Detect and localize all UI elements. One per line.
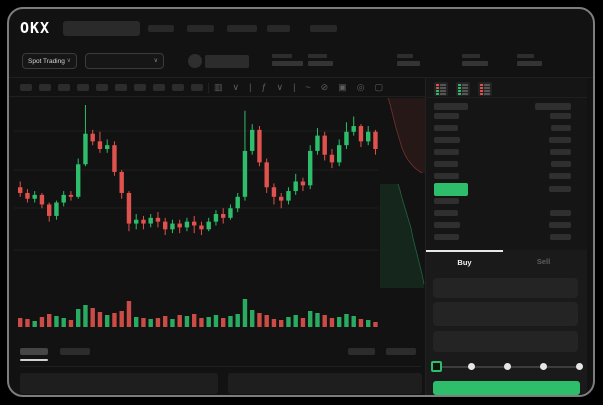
settings-icon[interactable]: ◎ (356, 82, 365, 92)
stat-label (397, 54, 413, 58)
timeframe-button[interactable] (115, 84, 127, 91)
ask-row-amount[interactable] (551, 161, 571, 167)
slider-handle[interactable] (430, 361, 442, 372)
ask-row-price[interactable] (434, 173, 459, 179)
last-price-amount (549, 186, 571, 192)
nav-item[interactable] (187, 25, 214, 32)
bid-row-amount[interactable] (550, 234, 571, 240)
stat-value (308, 61, 333, 66)
slider-stop[interactable] (504, 363, 511, 370)
orders-action-button[interactable] (386, 348, 416, 355)
ask-row-price[interactable] (434, 161, 458, 167)
chart-tools: ▥ ∨ | ƒ ∨ | ~ ⊘ ▣ ◎ ▢ (214, 80, 383, 94)
book-view-combined-icon[interactable] (434, 82, 448, 96)
trade-form: Buy Sell (426, 250, 587, 395)
ask-row-amount[interactable] (550, 149, 571, 155)
bid-row-amount[interactable] (550, 210, 571, 216)
ask-row-price[interactable] (434, 113, 459, 119)
timeframe-button[interactable] (153, 84, 165, 91)
timeframe-button[interactable] (96, 84, 108, 91)
last-price-badge[interactable] (434, 183, 468, 196)
stat-label (272, 54, 292, 58)
slider-stop[interactable] (468, 363, 476, 370)
orderbook-panel: Buy Sell (426, 78, 587, 395)
orders-action-button[interactable] (348, 348, 375, 355)
candlestick-chart[interactable] (14, 98, 378, 292)
bid-row-price[interactable] (434, 198, 459, 204)
stat-label (462, 54, 480, 58)
tab-buy[interactable]: Buy (426, 250, 503, 272)
book-view-bids-icon[interactable] (456, 82, 470, 96)
chevron-down-icon[interactable]: ∨ (232, 82, 240, 92)
nav-item[interactable] (227, 25, 257, 32)
pair-name-placeholder (205, 55, 249, 68)
ask-row-amount[interactable] (550, 113, 571, 119)
bid-row-amount[interactable] (549, 222, 571, 228)
stat-value (272, 61, 303, 66)
timeframe-button[interactable] (77, 84, 89, 91)
candle-interval-icon[interactable]: ▥ (214, 82, 223, 92)
trade-input-field[interactable] (433, 278, 578, 298)
nav-item[interactable] (148, 25, 174, 32)
trade-input-field[interactable] (433, 331, 578, 352)
market-type-selector[interactable]: Spot Trading ∨ (22, 53, 77, 69)
okx-logo: OKX (20, 19, 51, 37)
pair-selector-dropdown[interactable]: ∨ (85, 53, 164, 69)
ask-row-price[interactable] (434, 125, 458, 131)
camera-icon[interactable]: ▣ (338, 82, 347, 92)
timeframe-button[interactable] (39, 84, 51, 91)
orders-tab[interactable] (60, 348, 90, 355)
timeframe-button[interactable] (20, 84, 32, 91)
ask-row-amount[interactable] (549, 173, 571, 179)
line-tool-icon[interactable]: ~ (305, 82, 311, 92)
orders-panel-left (20, 373, 218, 394)
orderbook-header-price (434, 103, 468, 110)
trade-input-field[interactable] (433, 302, 578, 326)
market-type-label: Spot Trading (28, 57, 65, 65)
app-window: OKX Spot Trading ∨ ∨ ▥ ∨ | ƒ ∨ | ~ ⊘ ▣ ◎ ▢ (7, 7, 595, 397)
search-input[interactable] (63, 21, 140, 36)
ask-row-amount[interactable] (551, 125, 571, 131)
bid-row-price[interactable] (434, 222, 460, 228)
fullscreen-icon[interactable]: ▢ (374, 82, 384, 92)
separator: | (293, 82, 296, 92)
indicators-icon[interactable]: ƒ (261, 82, 267, 92)
depth-chart (380, 98, 432, 288)
coin-avatar (188, 54, 202, 68)
volume-chart (18, 299, 378, 327)
chevron-down-icon[interactable]: ∨ (276, 82, 284, 92)
ask-row-price[interactable] (434, 137, 460, 143)
stat-label (517, 54, 534, 58)
timeframe-button[interactable] (134, 84, 146, 91)
stat-label (308, 54, 327, 58)
orderbook-header-amount (535, 103, 571, 110)
slider-stop[interactable] (575, 363, 583, 370)
stat-value (397, 61, 420, 66)
orders-panel-right (228, 373, 422, 394)
slider-stop[interactable] (539, 363, 547, 370)
nav-item[interactable] (310, 25, 337, 32)
timeframe-button[interactable] (172, 84, 184, 91)
timeframe-button[interactable] (58, 84, 70, 91)
ask-row-price[interactable] (434, 149, 459, 155)
stat-value (517, 61, 542, 66)
bid-row-price[interactable] (434, 210, 458, 216)
chevron-down-icon: ∨ (66, 58, 71, 64)
nav-item[interactable] (267, 25, 290, 32)
buy-button[interactable] (433, 381, 580, 395)
orders-tab[interactable] (20, 348, 48, 355)
ask-row-amount[interactable] (549, 137, 571, 143)
chevron-down-icon: ∨ (153, 58, 158, 64)
separator: | (249, 82, 252, 92)
active-tab-underline (20, 359, 48, 361)
bid-row-price[interactable] (434, 234, 459, 240)
timeframe-button[interactable] (191, 84, 203, 91)
stat-value (462, 61, 488, 66)
tab-sell[interactable]: Sell (536, 256, 551, 266)
eraser-icon[interactable]: ⊘ (320, 82, 329, 92)
book-view-asks-icon[interactable] (478, 82, 492, 96)
